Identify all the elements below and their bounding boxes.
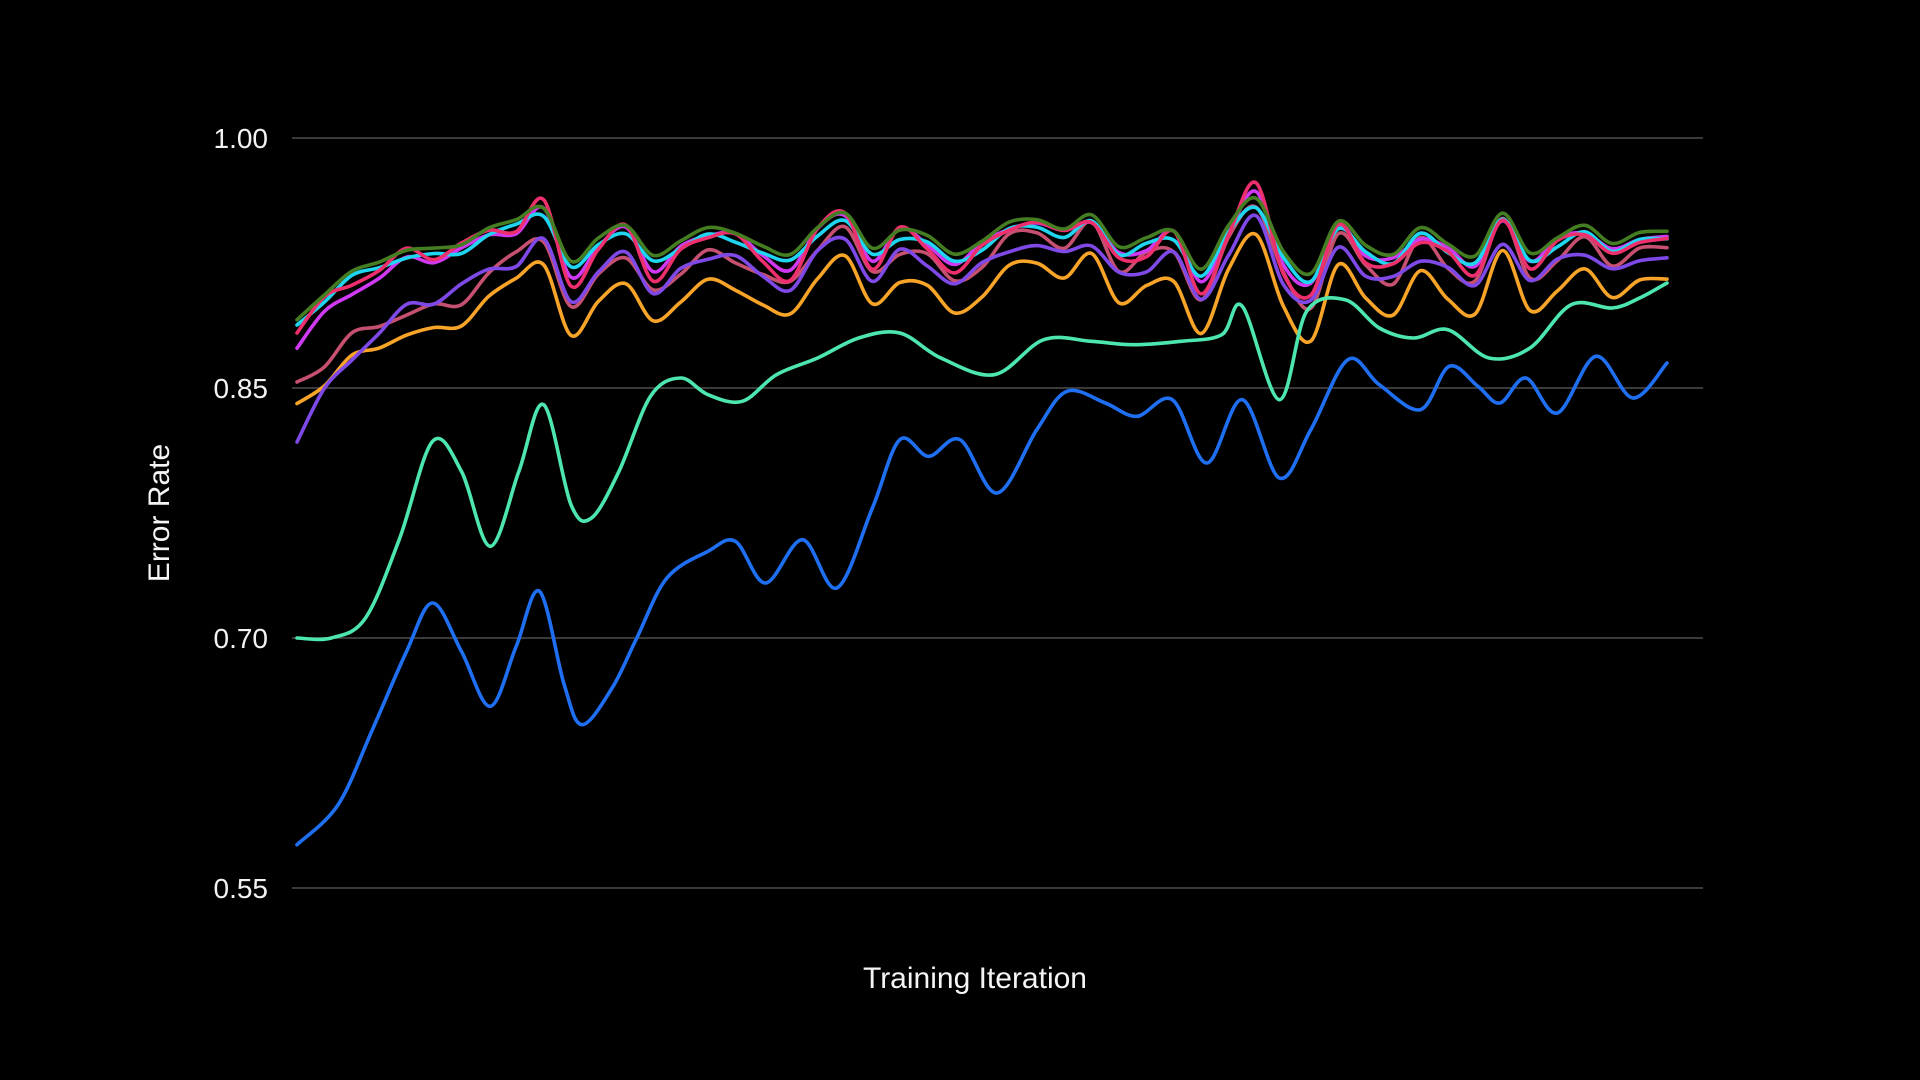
- series-teal-line: [295, 281, 1669, 642]
- y-axis: 1.00 0.85 0.70 0.55 Error Rate: [143, 123, 268, 904]
- series-blue-line: [295, 354, 1669, 847]
- series-green-line: [295, 195, 1669, 322]
- series-purple-line: [295, 213, 1669, 444]
- x-axis-label: Training Iteration: [863, 962, 1087, 995]
- y-tick-label-1: 1.00: [214, 123, 269, 154]
- gridlines: [292, 137, 1703, 889]
- y-axis-label: Error Rate: [143, 444, 176, 582]
- series-lines: [295, 180, 1669, 847]
- y-tick-label-4: 0.55: [214, 873, 269, 904]
- x-axis: Training Iteration: [863, 962, 1087, 995]
- y-tick-label-2: 0.85: [214, 373, 269, 404]
- y-tick-label-3: 0.70: [214, 623, 269, 654]
- series-orange-line: [295, 231, 1669, 406]
